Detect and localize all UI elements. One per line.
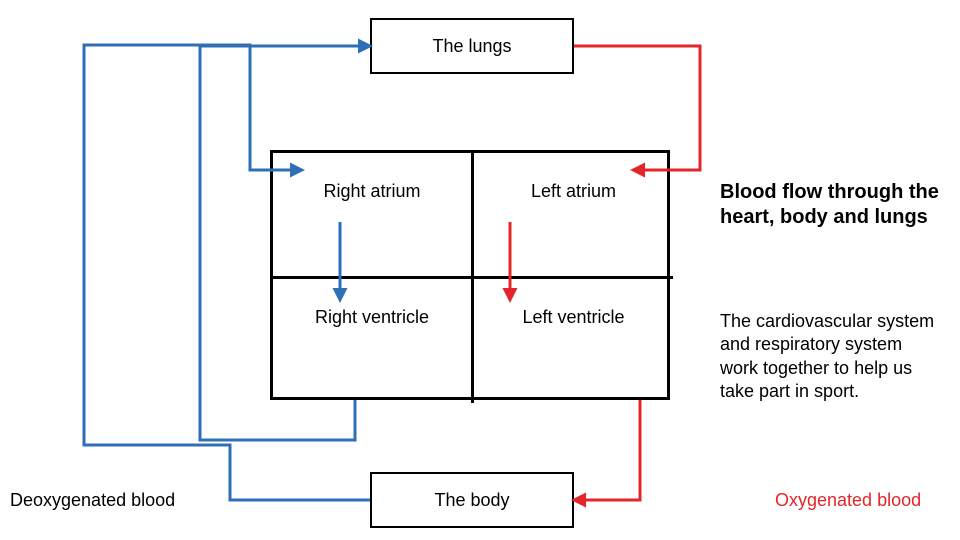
left-ventricle-label: Left ventricle (522, 307, 624, 328)
diagram-subtitle: The cardiovascular system and respirator… (720, 310, 945, 404)
body-box: The body (370, 472, 574, 528)
heart-container: Right atrium Left atrium Right ventricle… (270, 150, 670, 400)
right-ventricle-label: Right ventricle (315, 307, 429, 328)
body-label: The body (434, 490, 509, 511)
right-atrium-label: Right atrium (323, 181, 420, 202)
lungs-box: The lungs (370, 18, 574, 74)
oxygenated-label: Oxygenated blood (775, 490, 921, 511)
left-atrium-cell: Left atrium (474, 153, 673, 276)
arrow-lv-to-body (574, 400, 640, 500)
right-ventricle-cell: Right ventricle (273, 279, 471, 403)
left-atrium-label: Left atrium (531, 181, 616, 202)
lungs-label: The lungs (432, 36, 511, 57)
right-atrium-cell: Right atrium (273, 153, 471, 276)
diagram-title: Blood flow through the heart, body and l… (720, 180, 940, 230)
left-ventricle-cell: Left ventricle (474, 279, 673, 403)
deoxygenated-label: Deoxygenated blood (10, 490, 175, 511)
